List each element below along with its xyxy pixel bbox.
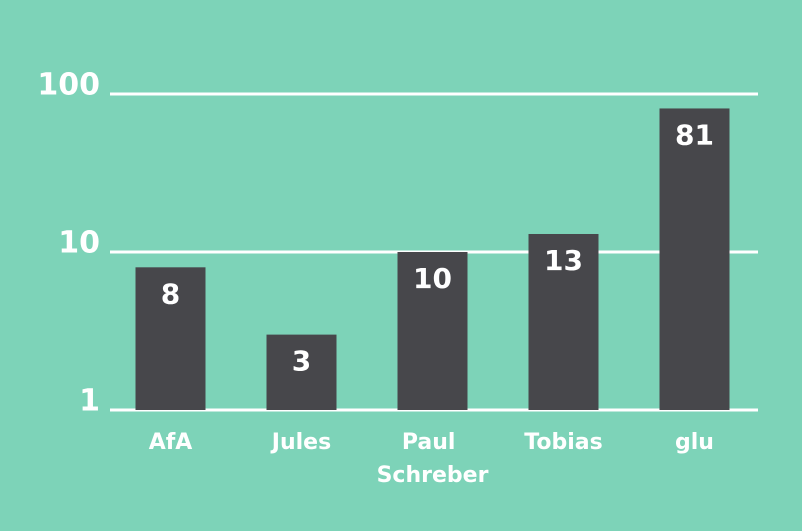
value-label: 8 [161,277,180,310]
value-label: 10 [413,262,452,295]
bar [266,334,337,410]
x-tick-label: glu [675,430,714,455]
value-label: 13 [544,244,583,277]
bar [135,267,206,410]
x-tick-label: AfA [149,430,193,455]
bar [528,233,599,410]
bar [659,108,730,411]
x-tick-label: Paul Schreber [377,430,489,488]
bar [397,252,468,410]
y-tick-label: 10 [58,226,100,261]
y-tick-label: 1 [79,384,100,419]
x-tick-label: Jules [270,430,331,455]
value-label: 81 [675,118,714,151]
y-tick-label: 100 [37,68,100,103]
value-label: 3 [292,345,311,378]
x-tick-label: Tobias [524,430,602,455]
